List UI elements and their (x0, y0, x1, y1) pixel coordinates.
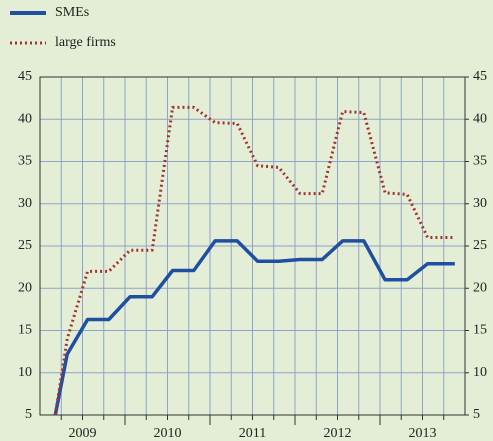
x-tick-label: 2013 (409, 426, 437, 441)
y2-tick-label: 30 (473, 196, 487, 211)
y-tick-label: 45 (18, 69, 32, 84)
y-tick-label: 25 (18, 238, 32, 253)
y2-tick-label: 25 (473, 238, 487, 253)
series-line (53, 239, 455, 416)
y2-tick-label: 40 (473, 111, 487, 126)
y-tick-label: 15 (18, 323, 32, 338)
x-tick-label: 2009 (69, 426, 97, 441)
y2-tick-label: 5 (473, 407, 480, 422)
legend-label: large firms (55, 35, 116, 50)
y2-tick-label: 15 (473, 323, 487, 338)
y-tick-label: 10 (18, 365, 32, 380)
x-tick-label: 2012 (324, 426, 352, 441)
y-tick-label: 20 (18, 280, 32, 295)
y-tick-label: 5 (25, 407, 32, 422)
y2-tick-label: 10 (473, 365, 487, 380)
y-tick-label: 35 (18, 154, 32, 169)
y2-tick-label: 35 (473, 154, 487, 169)
y-tick-label: 30 (18, 196, 32, 211)
y2-tick-label: 20 (473, 280, 487, 295)
x-tick-label: 2010 (154, 426, 182, 441)
y-tick-label: 40 (18, 111, 32, 126)
y2-tick-label: 45 (473, 69, 487, 84)
x-tick-label: 2011 (239, 426, 266, 441)
plot-frame (39, 76, 466, 416)
legend-label: SMEs (55, 5, 89, 20)
